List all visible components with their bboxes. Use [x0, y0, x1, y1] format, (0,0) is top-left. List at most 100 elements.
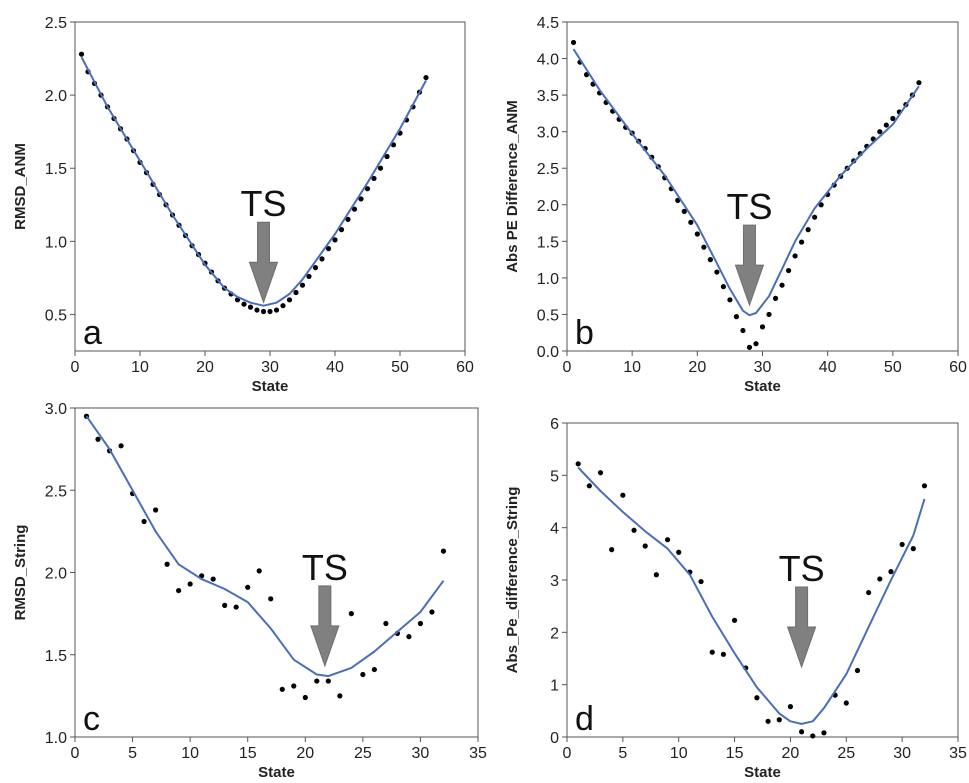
x-tick-label: 40: [326, 359, 344, 376]
data-point: [694, 231, 700, 237]
x-axis-title: State: [744, 764, 781, 781]
data-point: [406, 634, 412, 640]
data-point: [332, 237, 338, 243]
data-point: [423, 74, 429, 81]
data-point: [620, 492, 626, 498]
data-point: [286, 297, 293, 303]
data-point: [371, 666, 377, 673]
data-point: [707, 257, 713, 263]
data-point: [141, 518, 147, 525]
data-point: [799, 239, 805, 245]
plot-frame: [566, 422, 959, 738]
data-point: [268, 596, 274, 602]
data-point: [766, 311, 772, 318]
y-tick-label: 3.0: [45, 401, 67, 418]
y-axis-title: RMSD_String: [12, 525, 29, 621]
y-tick-label: 1.5: [45, 161, 67, 178]
y-tick-label: 1.0: [45, 730, 67, 747]
data-point: [280, 303, 286, 309]
data-point: [337, 693, 343, 699]
plot-frame: [74, 407, 479, 738]
data-point: [812, 214, 818, 220]
x-tick-label: 30: [412, 745, 430, 762]
x-tick-label: 35: [469, 745, 487, 762]
data-point: [910, 546, 916, 552]
panel-letter: c: [83, 700, 100, 738]
data-point: [653, 572, 659, 578]
data-point: [731, 617, 738, 623]
x-tick-label: 40: [819, 359, 837, 376]
data-point: [843, 700, 849, 706]
data-point: [118, 443, 124, 449]
y-tick-label: 6: [550, 416, 559, 433]
x-tick-label: 0: [71, 359, 80, 376]
data-point: [293, 289, 299, 296]
data-point: [429, 609, 435, 615]
data-point: [360, 671, 366, 678]
data-point: [260, 308, 267, 315]
y-tick-label: 2.0: [45, 566, 67, 583]
data-point: [440, 548, 447, 554]
data-point: [698, 578, 704, 585]
data-point: [681, 208, 687, 214]
data-point: [314, 678, 320, 684]
data-point: [765, 718, 771, 724]
data-point: [883, 122, 889, 128]
data-point: [291, 683, 297, 689]
x-tick-label: 20: [196, 359, 214, 376]
x-tick-label: 30: [754, 359, 772, 376]
data-point: [888, 569, 894, 575]
data-point: [727, 297, 733, 303]
y-tick-label: 0: [550, 730, 559, 747]
panel-c: 0 5 10 15 20 25 30 35 1.0 1.5 2.0 2.5 3.0 State RMSD_S…: [12, 401, 487, 781]
data-point: [821, 730, 827, 736]
data-point: [642, 543, 648, 549]
x-tick-label: 50: [884, 359, 902, 376]
data-point: [176, 587, 182, 594]
data-point: [371, 175, 377, 182]
data-point: [921, 483, 928, 489]
y-tick-label: 2.0: [45, 88, 67, 105]
data-point: [890, 115, 896, 122]
ts-arrow-icon: [734, 224, 765, 307]
data-point: [312, 265, 319, 271]
y-tick-label: 2.5: [537, 161, 559, 178]
y-tick-label: 1.5: [537, 234, 559, 251]
data-point: [709, 649, 715, 655]
data-point: [597, 470, 604, 476]
x-tick-label: 20: [782, 745, 800, 762]
y-tick-label: 2.0: [537, 198, 559, 215]
data-point: [348, 611, 354, 617]
data-point: [714, 269, 720, 275]
ts-arrow-icon: [310, 585, 340, 668]
y-tick-label: 4: [550, 521, 559, 538]
ts-label: TS: [726, 186, 772, 227]
panel-a: 0 10 20 30 40 50 60 0.5 1.0 1.5 2.0 2.5 State RMSD_AN…: [12, 15, 474, 395]
data-point: [753, 341, 759, 347]
x-tick-label: 60: [456, 359, 474, 376]
data-point: [299, 282, 306, 288]
panel-d: 0 5 10 15 20 25 30 35 0 1 2 3 4 5 6 State Abs_Pe_differe…: [504, 416, 967, 781]
y-tick-label: 3.5: [537, 88, 559, 105]
x-tick-label: 35: [949, 745, 967, 762]
x-tick-label: 60: [949, 359, 967, 376]
ts-label: TS: [779, 548, 825, 589]
data-point: [222, 602, 228, 609]
data-point: [701, 244, 707, 250]
data-point: [187, 581, 193, 587]
data-point: [377, 165, 384, 171]
x-tick-label: 50: [391, 359, 409, 376]
data-point: [345, 216, 351, 222]
data-point: [805, 227, 811, 233]
data-point: [319, 256, 325, 262]
x-tick-label: 10: [623, 359, 641, 376]
data-point: [787, 704, 794, 710]
data-point: [383, 620, 389, 627]
data-point: [351, 206, 358, 212]
x-tick-label: 5: [618, 745, 627, 762]
y-tick-label: 1.0: [45, 234, 67, 251]
data-point: [664, 537, 671, 543]
data-point: [733, 314, 740, 320]
data-point: [575, 461, 581, 467]
y-tick-label: 3: [550, 573, 559, 590]
